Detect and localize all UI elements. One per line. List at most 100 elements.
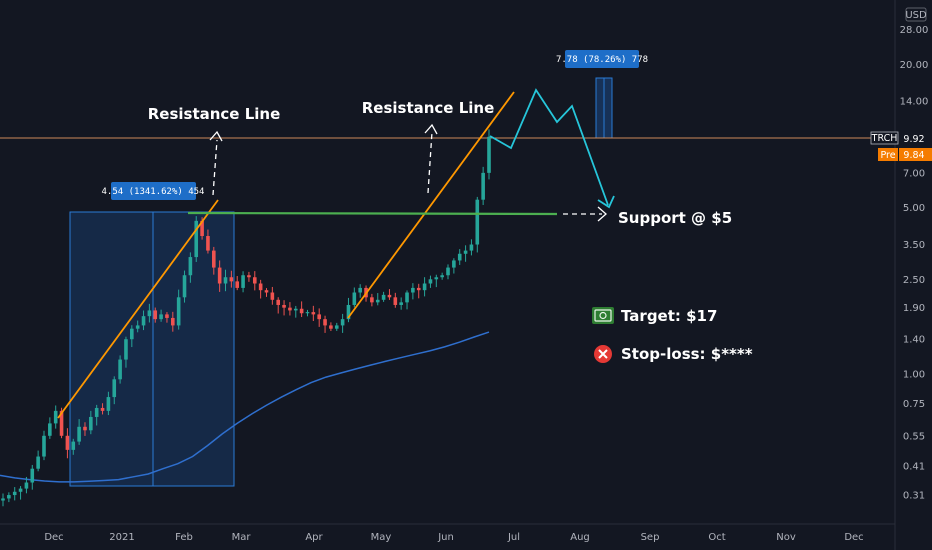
candle-body bbox=[293, 308, 298, 311]
x-tick-label: Nov bbox=[776, 532, 796, 543]
resistance-arrow-2 bbox=[427, 131, 433, 194]
candle-body bbox=[165, 314, 169, 318]
resistance-arrow-2-head bbox=[424, 123, 438, 135]
measure-label-2: 7.78 (78.26%) 778 bbox=[556, 50, 648, 68]
candle-body bbox=[323, 319, 327, 326]
y-tick-label: 2.50 bbox=[903, 275, 925, 286]
x-tick-label: Dec bbox=[44, 532, 63, 543]
currency-label: USD bbox=[905, 10, 927, 21]
moving-average-line bbox=[0, 331, 490, 483]
stop-loss-label: Stop-loss: $**** bbox=[621, 345, 753, 363]
x-tick-label: Mar bbox=[232, 532, 252, 543]
measure-label-1: 4.54 (1341.62%) 454 bbox=[102, 182, 204, 200]
x-tick-label: Apr bbox=[305, 532, 323, 543]
measure-label-2-text: 7.78 (78.26%) 778 bbox=[556, 55, 648, 65]
time-axis[interactable]: Dec 2021 Feb Mar Apr May Jun Jul Aug Sep Oct Nov Dec bbox=[44, 532, 863, 543]
resistance-trendline-2 bbox=[347, 91, 515, 319]
last-price-text: 9.92 bbox=[903, 134, 924, 145]
candle-body bbox=[211, 250, 216, 268]
target-label: Target: $17 bbox=[621, 307, 717, 325]
candle-body bbox=[100, 407, 105, 411]
candle-body bbox=[270, 292, 275, 300]
candle-body bbox=[7, 495, 11, 499]
candle-body bbox=[247, 275, 251, 278]
candle-body bbox=[53, 410, 58, 424]
y-tick-label: 5.00 bbox=[903, 203, 925, 214]
candle-body bbox=[276, 299, 281, 305]
x-tick-label: Sep bbox=[641, 532, 660, 543]
candle-body bbox=[188, 257, 193, 276]
candle-body bbox=[381, 294, 386, 300]
y-tick-label: 14.00 bbox=[900, 97, 929, 108]
candle-body bbox=[434, 277, 439, 280]
price-axis[interactable]: 0.31 0.41 0.55 0.75 1.00 1.40 1.90 2.50 3.50 5.00… bbox=[900, 25, 929, 501]
candle-body bbox=[346, 304, 351, 320]
candle-body bbox=[42, 435, 46, 457]
candle-body bbox=[399, 302, 403, 305]
candle-body bbox=[452, 260, 456, 268]
x-tick-label: May bbox=[371, 532, 392, 543]
candle-body bbox=[422, 283, 427, 291]
candle-body bbox=[416, 287, 421, 291]
candle-body bbox=[130, 328, 134, 340]
candle-body bbox=[428, 279, 433, 284]
candle-body bbox=[235, 281, 240, 288]
money-icon-inner bbox=[594, 309, 612, 322]
candle-body bbox=[18, 488, 23, 492]
candle-body bbox=[393, 297, 398, 305]
arrow-heads bbox=[209, 123, 607, 222]
y-tick-label: 0.41 bbox=[903, 462, 925, 473]
candle-body bbox=[48, 423, 52, 436]
measure-label-1-box bbox=[111, 182, 196, 200]
premarket-label-text: Pre bbox=[880, 150, 895, 161]
support-line bbox=[187, 211, 558, 216]
candle-body bbox=[153, 310, 158, 320]
candle-body bbox=[77, 426, 81, 442]
candle-body bbox=[229, 277, 234, 282]
money-icon bbox=[592, 307, 614, 324]
x-tick-label: Jul bbox=[507, 532, 520, 543]
candle-body bbox=[317, 314, 321, 320]
ticker-tag: TRCH 9.92 bbox=[870, 131, 932, 145]
candle-body bbox=[299, 308, 304, 314]
resistance-arrow-1-head bbox=[209, 130, 223, 142]
ticker-tag-box bbox=[870, 131, 899, 145]
candle-body bbox=[30, 468, 35, 483]
candle-body bbox=[311, 312, 316, 315]
candle-body bbox=[124, 339, 128, 360]
candle-body bbox=[89, 416, 93, 431]
x-tick-label: Aug bbox=[570, 532, 590, 543]
candle-body bbox=[457, 253, 462, 261]
candle-body bbox=[241, 275, 245, 288]
candle-body bbox=[112, 379, 117, 398]
candle-body bbox=[288, 307, 292, 311]
support-label: Support @ $5 bbox=[618, 209, 732, 227]
projection-path bbox=[489, 88, 609, 206]
support-arrow-head bbox=[597, 206, 607, 222]
candle-body bbox=[358, 287, 362, 293]
candle-body bbox=[118, 359, 122, 380]
candle-body bbox=[71, 441, 76, 450]
candle-body bbox=[83, 426, 87, 431]
candle-body bbox=[282, 304, 286, 308]
premarket-price-text: 9.84 bbox=[903, 150, 924, 161]
money-icon-coin bbox=[599, 311, 607, 320]
x-tick-label: Dec bbox=[844, 532, 863, 543]
candle-body bbox=[352, 292, 357, 305]
cross-icon-mark bbox=[598, 349, 608, 359]
resistance-arrow-1 bbox=[212, 139, 218, 196]
candle-body bbox=[65, 435, 70, 450]
x-tick-label: Oct bbox=[708, 532, 725, 543]
y-tick-label: 1.00 bbox=[903, 370, 925, 381]
candle-body bbox=[200, 220, 204, 237]
candle-body bbox=[1, 498, 5, 501]
candle-body bbox=[12, 491, 17, 496]
candlesticks bbox=[1, 129, 491, 507]
candle-body bbox=[217, 267, 222, 284]
resistance-trendline-1 bbox=[57, 199, 219, 419]
y-tick-label: 0.55 bbox=[903, 431, 925, 442]
y-tick-label: 0.75 bbox=[903, 399, 925, 410]
candle-body bbox=[252, 277, 257, 284]
